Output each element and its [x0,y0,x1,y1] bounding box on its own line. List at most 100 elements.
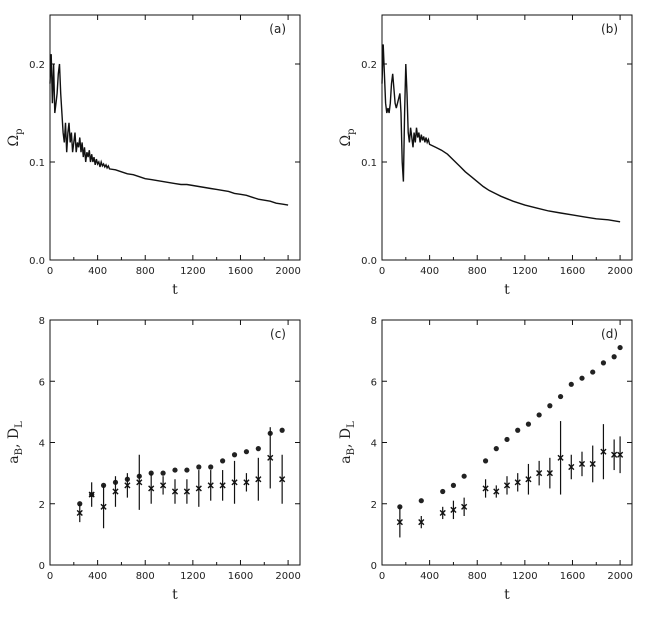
x-tick-label: 800 [468,571,487,582]
x-tick-label: 1600 [560,571,585,582]
y-axis-label: Ωp [338,128,357,146]
data-point-a-b [579,375,585,381]
x-tick-label: 400 [88,266,107,277]
y-label-main: a [338,455,354,463]
data-point-d-l [279,476,286,483]
plot-frame [49,14,301,261]
y-tick-label: 2 [39,500,45,511]
data-point-a-b [461,473,467,479]
data-point-a-b [525,421,532,427]
x-tick-label: 800 [468,266,487,277]
x-tick-label: 1200 [512,266,537,277]
x-tick-label: 400 [88,571,107,582]
data-point-d-l [112,488,119,495]
data-point-a-b [557,393,564,400]
x-tick-label: 0 [379,571,385,582]
data-point-d-l [546,470,553,477]
y-label-rest: , D [338,428,354,448]
data-point-d-l [600,448,607,455]
data-point-d-l [124,482,131,489]
y-axis-label: aB, DL [6,421,25,464]
y-label-sub: p [346,128,357,134]
x-tick-label: 1600 [228,571,253,582]
x-tick-label: 400 [420,266,439,277]
panel-label: (a) [269,22,286,36]
data-point-d-l [160,482,167,489]
panel-label: (b) [601,22,618,36]
plot-frame [49,319,301,566]
y-tick-label: 6 [371,377,377,388]
x-tick-label: 0 [47,266,53,277]
data-point-d-l [207,482,214,489]
x-tick-label: 800 [136,266,155,277]
data-point-d-l [418,519,425,526]
x-tick-label: 2000 [607,266,632,277]
data-point-d-l [88,491,95,498]
panel-label: (c) [270,327,286,341]
x-tick-label: 1200 [180,266,205,277]
data-point-d-l [148,485,155,492]
data-point-a-b [515,427,521,433]
x-tick-label: 1200 [180,571,205,582]
plot-frame [381,319,633,566]
data-point-d-l [219,482,226,489]
data-point-a-b [196,464,202,470]
y-tick-label: 0 [39,561,45,572]
x-tick-label: 1600 [228,266,253,277]
x-tick-label: 2000 [275,266,300,277]
data-point-a-b [255,446,261,452]
data-point-d-l [611,451,618,458]
y-tick-label: 6 [39,377,45,388]
data-point-d-l [183,488,190,495]
data-point-d-l [493,488,500,495]
y-label-sub: B [346,448,357,455]
data-point-d-l [439,509,446,517]
data-point-d-l [255,476,262,483]
y-tick-label: 8 [371,316,377,327]
data-point-d-l [568,463,575,471]
y-axis-label: Ωp [6,128,25,146]
x-tick-label: 0 [379,266,385,277]
y-tick-label: 0.0 [29,256,45,267]
y-label-main: a [6,455,22,463]
data-point-d-l [503,482,511,489]
data-point-d-l [171,488,179,495]
data-point-d-l [525,476,532,483]
x-tick-label: 800 [136,571,155,582]
x-axis-label: t [172,587,178,603]
y-tick-label: 0.2 [361,60,377,71]
x-tick-label: 400 [420,571,439,582]
data-point-a-b [504,436,510,443]
panel-b: 0 400 800 1200 1600 2000 0.0 0.1 0.2 t Ωp (b) [338,14,633,298]
data-point-a-b [450,482,457,488]
data-point-d-l [231,479,238,486]
y-label-sub2: L [14,421,25,428]
panel-label: (d) [601,327,618,341]
x-tick-label: 2000 [275,571,300,582]
data-point-a-b [600,360,607,366]
y-label-main: Ω [6,135,22,147]
data-point-d-l [482,485,489,492]
data-point-a-b [220,458,226,464]
data-point-a-b [160,470,166,476]
panel-a: 0 400 800 1200 1600 2000 0.0 0.1 0.2 t Ωp (a) [6,14,301,298]
data-point-a-b [590,369,596,375]
data-point-d-l [589,460,596,468]
data-point-a-b [611,354,617,360]
y-label-sub: B [14,448,25,455]
data-point-d-l [461,503,468,510]
x-tick-label: 2000 [607,571,632,582]
data-point-d-l [450,506,457,513]
data-point-a-b [231,452,238,458]
y-tick-label: 4 [371,439,377,450]
data-point-a-b [536,412,542,418]
y-tick-label: 0.1 [361,158,377,169]
series-line-omega-p [381,44,621,223]
data-point-a-b [568,381,574,387]
y-tick-label: 4 [39,439,45,450]
data-point-a-b [547,403,553,409]
data-point-d-l [136,479,143,486]
data-point-d-l [195,485,202,492]
y-tick-label: 8 [39,316,45,327]
